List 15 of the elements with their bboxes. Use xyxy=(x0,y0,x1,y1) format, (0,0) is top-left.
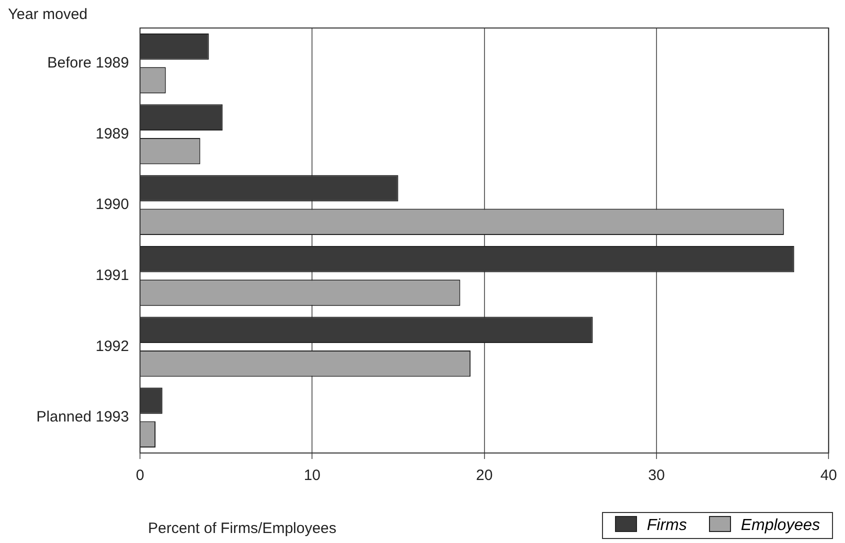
legend-label: Firms xyxy=(646,516,687,535)
x-tick-label: 20 xyxy=(476,467,493,484)
y-tick-label: 1990 xyxy=(96,196,129,214)
x-axis-title: Percent of Firms/Employees xyxy=(148,520,336,537)
y-tick-label: 1991 xyxy=(96,267,129,284)
y-tick-label: 1992 xyxy=(96,338,129,355)
y-axis-title: Year moved xyxy=(8,6,88,23)
y-tick-label: Planned 1993 xyxy=(36,408,129,426)
y-tick-label: 1989 xyxy=(96,125,129,142)
legend-label: Employees xyxy=(740,516,820,535)
x-tick-label: 30 xyxy=(648,467,665,484)
x-tick-label: 40 xyxy=(820,467,837,484)
x-tick-label: 10 xyxy=(304,467,321,484)
y-tick-label: Before 1989 xyxy=(47,54,129,72)
x-tick-label: 0 xyxy=(136,467,144,484)
